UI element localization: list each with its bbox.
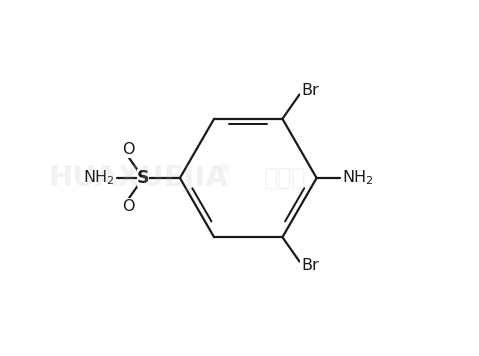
Text: O: O [123, 142, 135, 157]
Text: S: S [137, 169, 149, 187]
Text: NH$_2$: NH$_2$ [342, 169, 373, 187]
Text: Br: Br [301, 83, 319, 98]
Text: NH$_2$: NH$_2$ [82, 169, 114, 187]
Text: Br: Br [301, 258, 319, 273]
Text: ®: ® [217, 162, 230, 176]
Text: 化学加: 化学加 [264, 166, 306, 190]
Text: HUAXUEJIA: HUAXUEJIA [48, 164, 228, 192]
Text: O: O [123, 199, 135, 214]
